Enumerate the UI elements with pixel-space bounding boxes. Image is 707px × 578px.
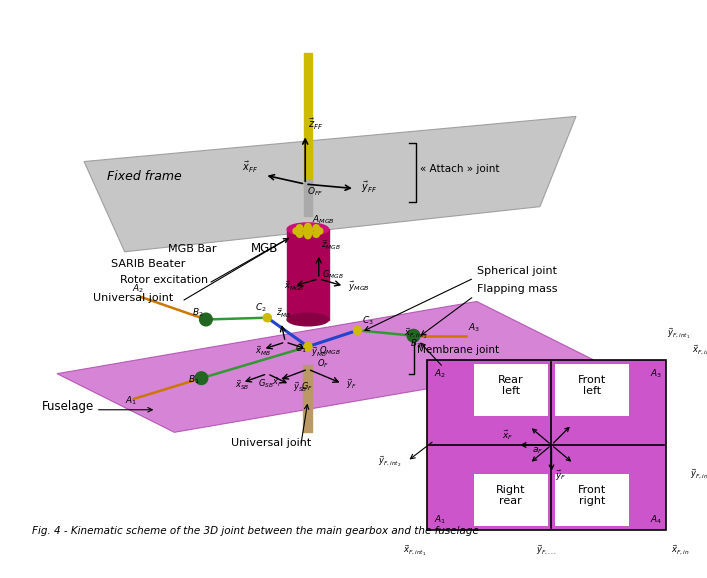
Circle shape [304,343,312,351]
Text: $\vec{x}_{F,int_1}$: $\vec{x}_{F,int_1}$ [403,543,426,558]
Polygon shape [84,116,576,252]
Text: $\vec{y}_{F,int_1}$: $\vec{y}_{F,int_1}$ [667,327,691,341]
Text: $G_{MGB}$: $G_{MGB}$ [322,268,344,280]
Text: Right
rear: Right rear [496,485,525,506]
Text: Front
right: Front right [578,485,606,506]
Text: $\vec{y}_F$: $\vec{y}_F$ [346,377,356,391]
Text: $\vec{x}_{F,int_2}$: $\vec{x}_{F,int_2}$ [404,327,428,341]
Bar [287,229,329,320]
Text: $\vec{y}_{FF}$: $\vec{y}_{FF}$ [361,180,378,195]
Text: $O_F$: $O_F$ [317,357,329,370]
Bar [427,360,666,530]
Text: $B_3$: $B_3$ [410,338,421,350]
Text: Universal joint: Universal joint [93,294,173,303]
Circle shape [305,223,311,229]
Text: « Attach » joint: « Attach » joint [420,164,499,175]
Text: $\vec{y}_F$: $\vec{y}_F$ [555,469,566,483]
Text: MGB Bar: MGB Bar [168,244,216,254]
Text: Universal joint: Universal joint [231,438,312,448]
Text: $\vec{x}_{MGB}$: $\vec{x}_{MGB}$ [284,280,305,293]
Circle shape [313,231,320,238]
Circle shape [305,232,311,239]
Text: $\vec{y}_{MB}$: $\vec{y}_{MB}$ [310,345,327,359]
Text: $A_2$: $A_2$ [434,368,446,380]
Text: Fixed frame: Fixed frame [107,169,182,183]
Text: $C_1$: $C_1$ [296,343,307,355]
Text: Fig. 4 - Kinematic scheme of the 3D joint between the main gearbox and the fusel: Fig. 4 - Kinematic scheme of the 3D join… [32,526,479,536]
Bar [474,474,548,526]
Text: $\vec{x}_F$: $\vec{x}_F$ [502,428,513,442]
Text: $\vec{y}_{F,int_2}$: $\vec{y}_{F,int_2}$ [378,455,402,469]
Text: $B_1$: $B_1$ [188,374,199,386]
Text: $\vec{x}_{F,in}$: $\vec{x}_{F,in}$ [672,544,690,557]
Circle shape [296,231,303,238]
Text: Rear
left: Rear left [498,375,524,396]
Bar [474,364,548,416]
Text: SARIB Beater: SARIB Beater [111,259,185,269]
Text: $A_3$: $A_3$ [650,368,662,380]
Bar [303,365,312,432]
Text: $O_{MGB}$: $O_{MGB}$ [319,345,341,357]
Text: $C_3$: $C_3$ [362,314,374,327]
Circle shape [313,225,320,231]
Bar [304,180,312,216]
Text: $a_F$: $a_F$ [532,445,543,455]
Text: Membrane joint: Membrane joint [417,345,499,355]
Text: $\vec{y}_{SB}$: $\vec{y}_{SB}$ [293,380,308,394]
Bar [304,53,312,188]
Bar [555,474,629,526]
Circle shape [354,326,362,335]
Text: $G_F$: $G_F$ [300,381,312,394]
Bar [555,364,629,416]
Circle shape [293,228,299,234]
Ellipse shape [287,223,329,236]
Text: $A_4$: $A_4$ [650,514,662,526]
Text: Front
left: Front left [578,375,606,396]
Circle shape [303,226,313,236]
Circle shape [317,228,323,234]
Text: $A_2$: $A_2$ [132,283,144,295]
Circle shape [195,372,208,384]
Text: $A_1$: $A_1$ [434,514,446,526]
Text: MGB: MGB [251,242,279,255]
Circle shape [407,329,420,342]
Text: $\vec{x}_{FF}$: $\vec{x}_{FF}$ [243,160,258,175]
Text: $O_{FF}$: $O_{FF}$ [307,186,324,198]
Text: $\vec{x}_F$: $\vec{x}_F$ [271,376,283,389]
Text: $\vec{y}_{MGB}$: $\vec{y}_{MGB}$ [348,280,370,294]
Text: $G_{SB}$: $G_{SB}$ [258,377,274,390]
Text: Rotor excitation: Rotor excitation [120,275,209,286]
Text: $\vec{x}_{SB}$: $\vec{x}_{SB}$ [235,378,250,392]
Text: Fuselage: Fuselage [42,400,94,413]
Polygon shape [57,302,594,432]
Text: Flapping mass: Flapping mass [477,284,557,294]
Text: Spherical joint: Spherical joint [477,266,556,276]
Circle shape [263,314,271,322]
Text: $\vec{z}_{MGB}$: $\vec{z}_{MGB}$ [320,238,340,251]
Text: $B_2$: $B_2$ [192,307,204,320]
Text: $\vec{z}_{FF}$: $\vec{z}_{FF}$ [308,117,323,132]
Text: $A_1$: $A_1$ [124,394,137,407]
Text: $\vec{x}_{F,in}$: $\vec{x}_{F,in}$ [691,343,707,357]
Text: $\vec{y}_{F,...}$: $\vec{y}_{F,...}$ [536,544,556,557]
Circle shape [199,313,212,326]
Ellipse shape [287,313,329,326]
Text: $\vec{x}_{MB}$: $\vec{x}_{MB}$ [255,345,271,358]
Text: $A_3$: $A_3$ [468,321,480,334]
Text: $C_2$: $C_2$ [255,302,267,314]
Text: $\vec{z}_{MB}$: $\vec{z}_{MB}$ [276,307,291,320]
Text: $\vec{y}_{F,in}$: $\vec{y}_{F,in}$ [690,467,707,480]
Text: $A_{MGB}$: $A_{MGB}$ [312,213,334,225]
Circle shape [296,225,303,231]
